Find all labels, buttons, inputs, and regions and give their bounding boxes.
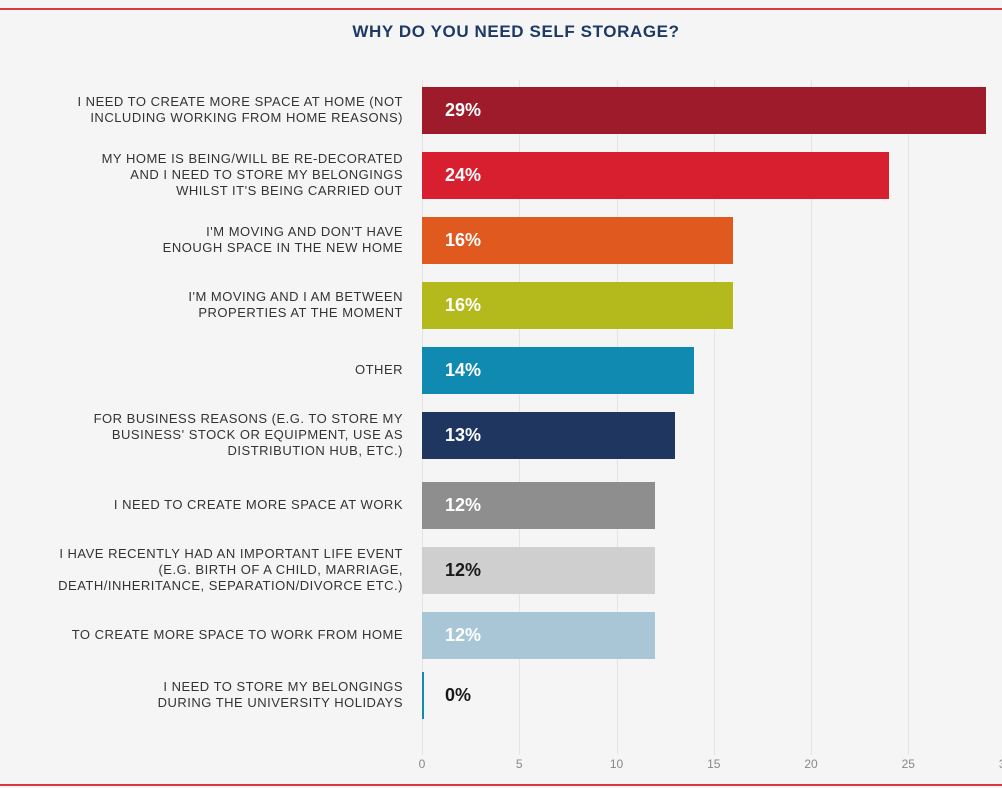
bar-value-label: 29% — [445, 99, 482, 120]
bar — [422, 86, 987, 134]
bar — [422, 411, 675, 459]
x-tick-label: 5 — [515, 757, 523, 771]
category-label: TO CREATE MORE SPACE TO WORK FROM HOME — [71, 627, 403, 642]
category-label: I NEED TO CREATE MORE SPACE AT HOME (NOT… — [77, 94, 403, 125]
bar — [422, 546, 656, 594]
x-tick-label: 25 — [901, 757, 915, 771]
category-label: I NEED TO STORE MY BELONGINGS DURING THE… — [157, 679, 403, 710]
bar — [422, 611, 656, 659]
category-label: MY HOME IS BEING/WILL BE RE-DECORATED AN… — [101, 151, 403, 198]
gridline — [811, 80, 812, 755]
category-label: I HAVE RECENTLY HAD AN IMPORTANT LIFE EV… — [58, 546, 403, 593]
bar — [422, 481, 656, 529]
bar — [422, 216, 734, 264]
bar-value-label: 16% — [445, 294, 482, 315]
bar-value-label: 14% — [445, 359, 482, 380]
category-label: OTHER — [355, 362, 403, 377]
bar — [422, 671, 424, 719]
bar-value-label: 16% — [445, 229, 482, 250]
chart-title: WHY DO YOU NEED SELF STORAGE? — [352, 22, 680, 41]
gridline — [908, 80, 910, 755]
bar-value-label: 13% — [445, 424, 482, 445]
bar-value-label: 0% — [445, 684, 472, 705]
x-tick-label: 20 — [804, 757, 818, 771]
x-tick-label: 15 — [707, 757, 721, 771]
bar — [422, 151, 889, 199]
gridline — [713, 80, 715, 755]
category-label: I'M MOVING AND I AM BETWEEN PROPERTIES A… — [188, 289, 403, 320]
bottom-rule — [0, 784, 1002, 786]
category-label: I'M MOVING AND DON'T HAVE ENOUGH SPACE I… — [162, 224, 403, 255]
bar-value-label: 12% — [445, 624, 482, 645]
bar — [422, 281, 734, 329]
category-label: FOR BUSINESS REASONS (E.G. TO STORE MY B… — [93, 411, 403, 458]
x-tick-label: 10 — [609, 757, 624, 771]
bar-value-label: 12% — [445, 494, 482, 515]
x-tick-label: 0 — [418, 757, 426, 771]
top-rule — [0, 8, 1002, 10]
bar — [422, 346, 695, 394]
x-tick-label: 30 — [986, 757, 1002, 771]
bar-value-label: 12% — [445, 559, 482, 580]
category-label: I NEED TO CREATE MORE SPACE AT WORK — [113, 497, 403, 512]
bar-value-label: 24% — [445, 164, 482, 185]
